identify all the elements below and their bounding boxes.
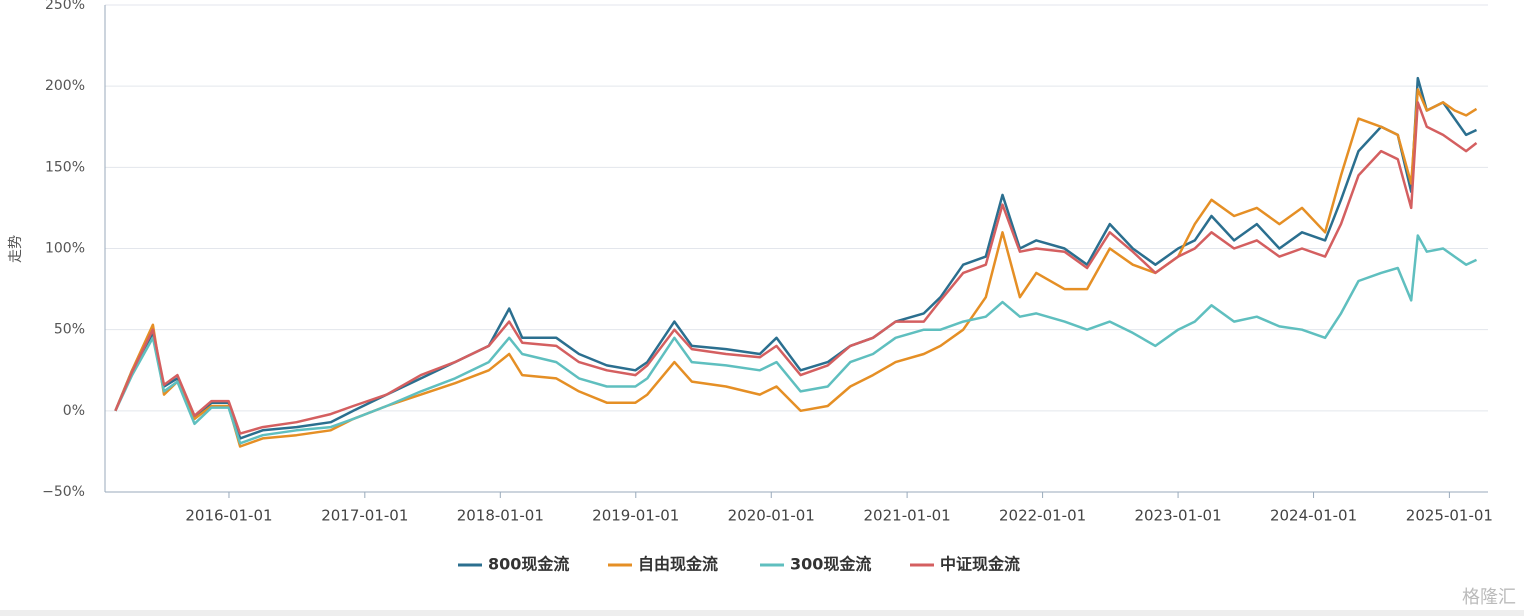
x-tick-label: 2024-01-01 bbox=[1270, 507, 1357, 525]
y-tick-label: 100% bbox=[45, 241, 85, 257]
x-tick-label: 2025-01-01 bbox=[1406, 507, 1493, 525]
watermark: 格隆汇 bbox=[1462, 587, 1516, 608]
x-tick-label: 2023-01-01 bbox=[1134, 507, 1221, 525]
series-line bbox=[114, 234, 1478, 445]
y-tick-label: 150% bbox=[45, 159, 85, 175]
series-line bbox=[114, 88, 1478, 448]
series-line bbox=[114, 101, 1478, 435]
x-tick-label: 2022-01-01 bbox=[999, 507, 1086, 525]
legend-label: 中证现金流 bbox=[940, 555, 1020, 574]
y-tick-label: 250% bbox=[45, 0, 85, 13]
x-tick-label: 2016-01-01 bbox=[185, 507, 272, 525]
x-tick-label: 2018-01-01 bbox=[457, 507, 544, 525]
legend-label: 300现金流 bbox=[790, 555, 871, 574]
footer-band bbox=[0, 610, 1524, 616]
y-tick-label: −50% bbox=[42, 484, 85, 500]
y-tick-label: 50% bbox=[54, 322, 85, 338]
x-tick-label: 2019-01-01 bbox=[592, 507, 679, 525]
x-tick-label: 2021-01-01 bbox=[864, 507, 951, 525]
x-tick-label: 2020-01-01 bbox=[728, 507, 815, 525]
y-tick-label: 200% bbox=[45, 78, 85, 94]
y-tick-label: 0% bbox=[63, 403, 85, 419]
legend-label: 800现金流 bbox=[488, 555, 569, 574]
legend-label: 自由现金流 bbox=[638, 555, 718, 574]
y-axis-label: 走势 bbox=[8, 235, 24, 263]
x-tick-label: 2017-01-01 bbox=[321, 507, 408, 525]
